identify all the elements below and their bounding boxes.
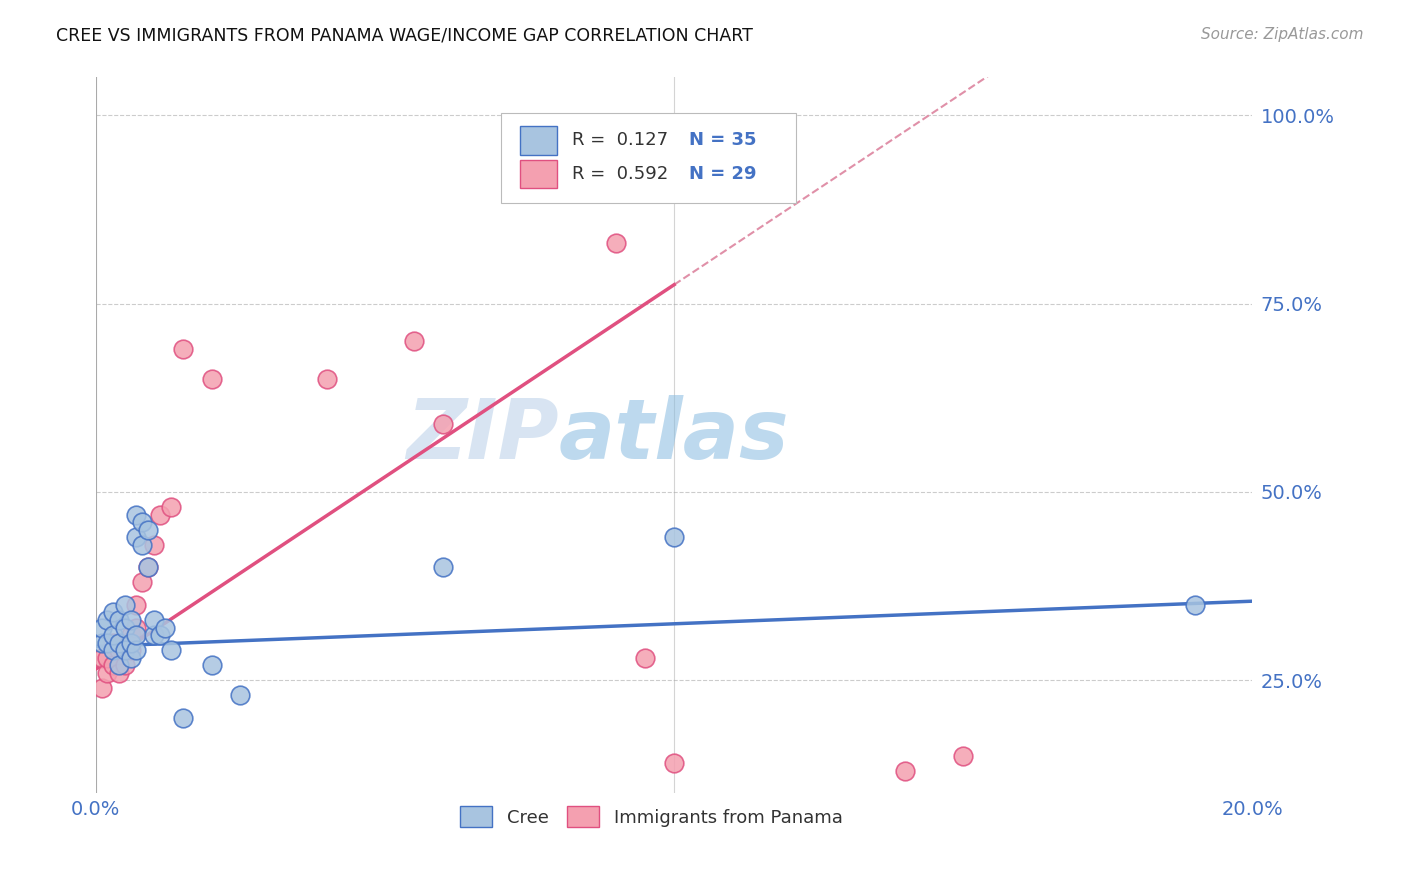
Point [125, 508, 148, 522]
Point [103, 643, 125, 657]
Point [114, 635, 136, 649]
Point [148, 508, 170, 522]
Point [114, 658, 136, 673]
Point [432, 560, 454, 574]
Point [120, 628, 142, 642]
Point [96, 650, 118, 665]
Point [120, 643, 142, 657]
Text: N = 35: N = 35 [689, 131, 756, 150]
Point [316, 372, 339, 386]
Point [125, 643, 148, 657]
Text: Source: ZipAtlas.com: Source: ZipAtlas.com [1201, 27, 1364, 42]
Point [172, 711, 194, 725]
Point [120, 635, 142, 649]
Point [200, 372, 222, 386]
Point [634, 650, 657, 665]
Point [103, 606, 125, 620]
Point [136, 560, 159, 574]
Legend: Cree, Immigrants from Panama: Cree, Immigrants from Panama [453, 799, 849, 834]
Bar [520, 126, 557, 154]
Point [108, 643, 131, 657]
Point [605, 236, 627, 251]
Point [136, 560, 159, 574]
Text: atlas: atlas [558, 395, 789, 476]
Point [108, 635, 131, 649]
Point [103, 658, 125, 673]
Point [160, 500, 183, 514]
Point [142, 628, 165, 642]
Point [114, 643, 136, 657]
Point [148, 628, 170, 642]
Text: CREE VS IMMIGRANTS FROM PANAMA WAGE/INCOME GAP CORRELATION CHART: CREE VS IMMIGRANTS FROM PANAMA WAGE/INCO… [56, 27, 754, 45]
Point [142, 613, 165, 627]
Point [894, 764, 917, 778]
Y-axis label: Wage/Income Gap: Wage/Income Gap [0, 359, 8, 511]
Point [136, 523, 159, 537]
Text: N = 29: N = 29 [689, 165, 756, 183]
Point [96, 613, 118, 627]
Point [402, 334, 425, 349]
Point [664, 756, 686, 771]
Point [96, 635, 118, 649]
Point [125, 621, 148, 635]
Point [114, 621, 136, 635]
Point [160, 643, 183, 657]
Point [229, 689, 252, 703]
Point [664, 530, 686, 544]
Point [125, 598, 148, 612]
Point [952, 748, 974, 763]
Point [90, 621, 112, 635]
Point [131, 575, 153, 590]
Point [432, 417, 454, 431]
Point [1184, 598, 1206, 612]
Bar [520, 160, 557, 188]
Point [108, 658, 131, 673]
Point [200, 658, 222, 673]
Point [142, 538, 165, 552]
Point [131, 538, 153, 552]
Point [103, 628, 125, 642]
Point [155, 621, 177, 635]
Point [125, 530, 148, 544]
Point [172, 342, 194, 356]
Point [120, 650, 142, 665]
Text: R =  0.127: R = 0.127 [572, 131, 668, 150]
Point [103, 635, 125, 649]
Point [131, 515, 153, 529]
Point [114, 598, 136, 612]
Point [90, 650, 112, 665]
Point [125, 628, 148, 642]
Point [96, 665, 118, 680]
Point [90, 681, 112, 695]
Point [108, 613, 131, 627]
Point [90, 635, 112, 649]
FancyBboxPatch shape [501, 113, 796, 202]
Point [108, 665, 131, 680]
Text: R =  0.592: R = 0.592 [572, 165, 669, 183]
Text: ZIP: ZIP [406, 395, 558, 476]
Point [120, 613, 142, 627]
